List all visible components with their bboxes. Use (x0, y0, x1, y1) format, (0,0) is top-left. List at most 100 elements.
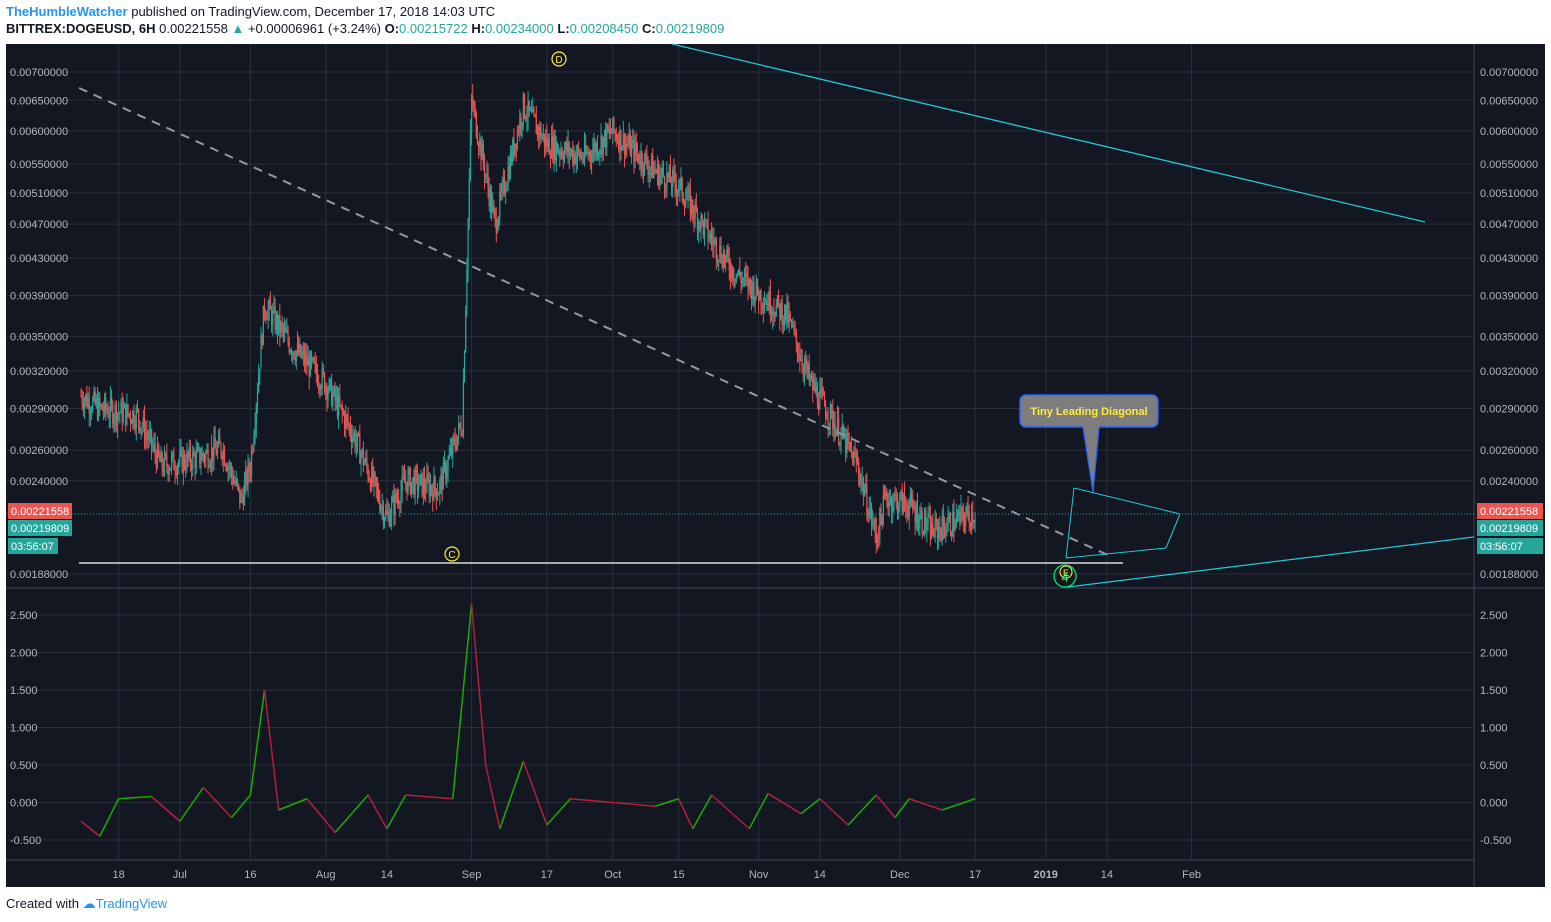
candle-body (614, 131, 616, 134)
candle-body (547, 139, 549, 148)
candle-body (266, 317, 268, 320)
time-axis[interactable]: 18 Jul 16 Aug 14 Sep 17 Oct 15 Nov 14 Dec 17 2019 14 Fe… (113, 869, 1202, 881)
candle-body (185, 466, 187, 470)
footer: Created with ☁TradingView (6, 896, 167, 912)
candle-body (362, 449, 364, 465)
osc-segment (263, 689, 280, 811)
candle-body (282, 326, 284, 332)
candle-body (707, 221, 709, 240)
candle-body (447, 458, 449, 472)
candle-body (222, 449, 224, 460)
candle-body (280, 323, 282, 334)
candle-body (970, 512, 973, 527)
candle-body (589, 152, 592, 158)
candle-body (360, 454, 362, 464)
candle-body (346, 414, 348, 418)
candle-body (536, 126, 539, 135)
tradingview-link[interactable]: TradingView (95, 896, 168, 911)
candle-body (485, 175, 487, 177)
candle-body (796, 342, 799, 355)
candle-body (776, 295, 779, 305)
candle-body (788, 314, 790, 323)
candle-body (653, 168, 655, 179)
candle-body (365, 457, 367, 463)
candle-body (899, 494, 901, 508)
candle-body (662, 167, 664, 177)
osc-segment (894, 798, 910, 818)
candle-body (254, 425, 256, 437)
candle-body (223, 449, 226, 466)
candle-body (641, 153, 643, 169)
candle-body (639, 161, 641, 166)
osc-segment (452, 603, 473, 799)
candle-body (159, 455, 161, 462)
candle-body (109, 398, 112, 417)
candle-body (720, 245, 722, 262)
candle-body (201, 453, 203, 461)
candle-body (775, 304, 777, 317)
candle-body (963, 520, 966, 526)
candle-body (242, 496, 244, 505)
close-price-tag-left: 0.00219809 (11, 523, 69, 535)
candle-body (558, 151, 560, 153)
osc-segment (386, 794, 407, 830)
candle-body (426, 474, 428, 493)
candle-body (233, 481, 235, 484)
candle-body (90, 411, 93, 413)
candle-body (416, 472, 419, 491)
osc-segment (748, 793, 769, 830)
candle-body (460, 426, 462, 434)
candle-body (701, 215, 703, 221)
candle-body (394, 492, 396, 515)
candle-body (572, 149, 574, 163)
candle-body (913, 508, 915, 511)
candle-body (166, 455, 168, 467)
candle-body (140, 427, 142, 432)
candle-body (685, 200, 687, 207)
candle-body (570, 149, 573, 153)
candle-body (709, 233, 712, 239)
candle-body (838, 417, 840, 444)
candle-body (328, 379, 330, 392)
candle-body (790, 319, 793, 327)
candle-body (779, 303, 781, 319)
candle-body (895, 495, 897, 497)
candle-body (450, 448, 453, 456)
candle-body (221, 454, 223, 460)
candle-body (781, 302, 783, 326)
osc-segment (278, 798, 308, 811)
candle-body (214, 437, 216, 449)
candle-body (255, 405, 257, 426)
price-tick-label-right: 0.00240000 (1480, 476, 1538, 488)
candle-body (480, 139, 482, 160)
candle-body (910, 494, 913, 499)
candle-body (523, 93, 526, 117)
candle-body (830, 404, 833, 411)
osc-segment (405, 794, 453, 800)
candle-body (590, 157, 593, 161)
candle-body (175, 472, 177, 475)
candle-body (95, 398, 97, 404)
author-link[interactable]: TheHumbleWatcher (6, 4, 128, 19)
candle-body (792, 324, 794, 327)
candle-body (600, 136, 602, 151)
candle-body (107, 411, 109, 418)
candle-body (188, 447, 190, 458)
last-price: 0.00221558 (159, 21, 228, 36)
candle-body (340, 404, 342, 406)
price-axis[interactable]: 0.00700000 0.00700000 0.00650000 0.00650000… (10, 67, 1538, 847)
price-tick-label-right: 0.00350000 (1480, 332, 1538, 344)
candle-body (682, 197, 684, 203)
candle-body (856, 461, 859, 463)
price-tick-label-left: 0.00700000 (10, 67, 68, 79)
candle-body (515, 143, 517, 149)
candle-body (356, 433, 359, 443)
candle-body (176, 466, 179, 475)
candle-body (481, 144, 483, 160)
candle-body (192, 452, 194, 470)
candle-body (954, 526, 956, 531)
candle-body (738, 269, 740, 275)
candle-body (147, 436, 149, 440)
candle-body (586, 152, 588, 154)
